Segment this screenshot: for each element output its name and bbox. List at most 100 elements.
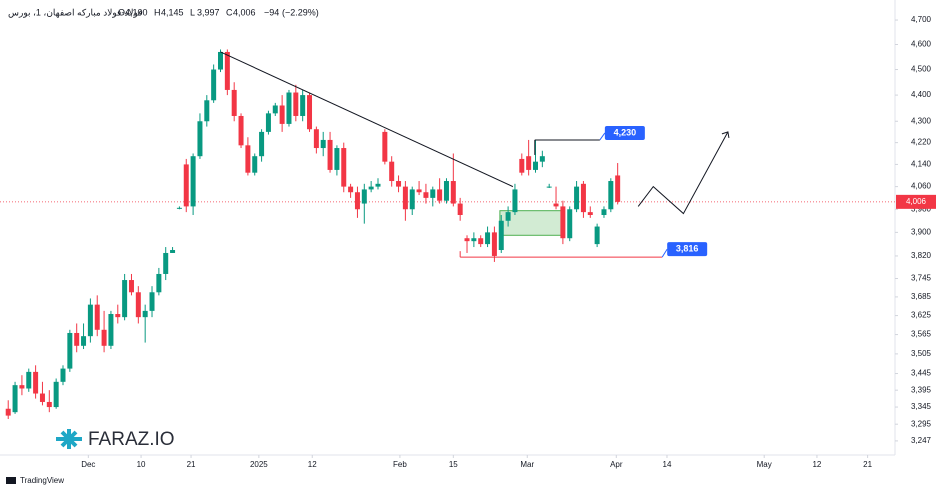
x-tick-label: 21 — [187, 460, 196, 469]
y-tick-label: 3,445 — [911, 369, 932, 378]
candle-body — [74, 332, 80, 346]
candle-body — [348, 186, 354, 193]
candle-body — [382, 131, 388, 162]
ohlc-value: 4,006 — [233, 7, 256, 17]
x-tick-label: Mar — [520, 460, 534, 469]
y-tick-label: 3,505 — [911, 349, 932, 358]
x-tick-label: Apr — [610, 460, 623, 469]
y-tick-label: 4,220 — [911, 138, 932, 147]
candle-body — [416, 189, 422, 193]
candle-body — [532, 161, 538, 170]
x-tick-label: May — [757, 460, 772, 469]
y-tick-label: 3,565 — [911, 330, 932, 339]
candle-body — [430, 189, 436, 198]
candle-body — [368, 186, 374, 190]
footer-text: TradingView — [20, 476, 64, 485]
candle-body — [19, 385, 25, 389]
candle-body — [94, 304, 100, 330]
level-label-box — [667, 242, 708, 257]
level-connector — [599, 132, 606, 141]
candle-body — [567, 209, 573, 239]
candle-body — [587, 212, 593, 215]
x-tick-label: 21 — [863, 460, 872, 469]
candle-body — [170, 250, 176, 253]
y-tick-label: 3,395 — [911, 385, 932, 394]
candle-body — [526, 156, 532, 170]
candle-body — [546, 186, 552, 188]
candle-body — [156, 273, 162, 293]
y-tick-label: 4,400 — [911, 90, 932, 99]
change-value: −94 — [264, 7, 279, 17]
candle-body — [580, 183, 586, 213]
level-label-box — [604, 125, 645, 140]
y-tick-label: 3,295 — [911, 419, 932, 428]
candle-body — [437, 189, 443, 201]
candle-body — [485, 232, 491, 245]
candle-body — [26, 371, 32, 389]
candle-body — [539, 156, 545, 162]
level-label: 4,230 — [614, 127, 637, 137]
candle-body — [122, 280, 128, 318]
candle-body — [33, 371, 39, 394]
projection-path — [637, 131, 729, 215]
trendline — [220, 51, 514, 188]
candle-body — [307, 95, 313, 130]
candle-body — [505, 212, 511, 221]
y-tick-label: 4,060 — [911, 182, 932, 191]
candle-body — [245, 145, 251, 173]
x-tick-label: 10 — [137, 460, 146, 469]
x-tick-label: Feb — [393, 460, 407, 469]
tv-icon — [6, 477, 16, 484]
ohlc-value: 4,100 — [125, 7, 148, 17]
candle-body — [519, 158, 525, 173]
candle-body — [313, 129, 319, 149]
change-pct: (−2.29%) — [282, 7, 319, 17]
candle-body — [211, 69, 217, 101]
y-tick-label: 4,140 — [911, 160, 932, 169]
candle-body — [60, 368, 66, 382]
candle-body — [498, 220, 504, 251]
candle-body — [327, 139, 333, 170]
candle-body — [375, 183, 381, 187]
candle-body — [443, 181, 449, 201]
candle-body — [423, 192, 429, 198]
ohlc-key: C — [226, 7, 233, 17]
candle-body — [252, 156, 258, 173]
candle-body — [12, 385, 18, 413]
footer: TradingView — [6, 476, 64, 485]
candle-body — [46, 401, 52, 408]
candle-body — [5, 408, 11, 416]
candle-body — [224, 51, 230, 90]
x-tick-label: 2025 — [250, 460, 268, 469]
candle-body — [163, 252, 169, 274]
brand-logo: FARAZ.IO — [56, 429, 175, 450]
candle-body — [87, 304, 93, 337]
candle-body — [53, 381, 59, 408]
candle-body — [396, 181, 402, 187]
candle-body — [101, 329, 107, 346]
candle-body — [560, 206, 566, 239]
candle-body — [279, 105, 285, 124]
candle-body — [190, 156, 196, 207]
candle-body — [389, 161, 395, 182]
candle-body — [608, 181, 614, 210]
candle-body — [402, 186, 408, 210]
candle-body — [265, 113, 271, 132]
level-label: 3,816 — [676, 244, 699, 254]
y-tick-label: 3,900 — [911, 227, 932, 236]
candle-body — [300, 95, 306, 116]
candle-body — [183, 164, 189, 207]
x-tick-label: Dec — [81, 460, 95, 469]
candle-body — [259, 131, 265, 157]
candle-body — [594, 226, 600, 245]
logo-icon — [56, 429, 82, 449]
candle-body — [128, 280, 134, 293]
ohlc-key: H — [154, 7, 161, 17]
y-tick-label: 4,500 — [911, 65, 932, 74]
candle-body — [176, 207, 182, 209]
candle-body — [115, 314, 121, 318]
y-tick-label: 4,700 — [911, 15, 932, 24]
candle-body — [553, 203, 559, 207]
